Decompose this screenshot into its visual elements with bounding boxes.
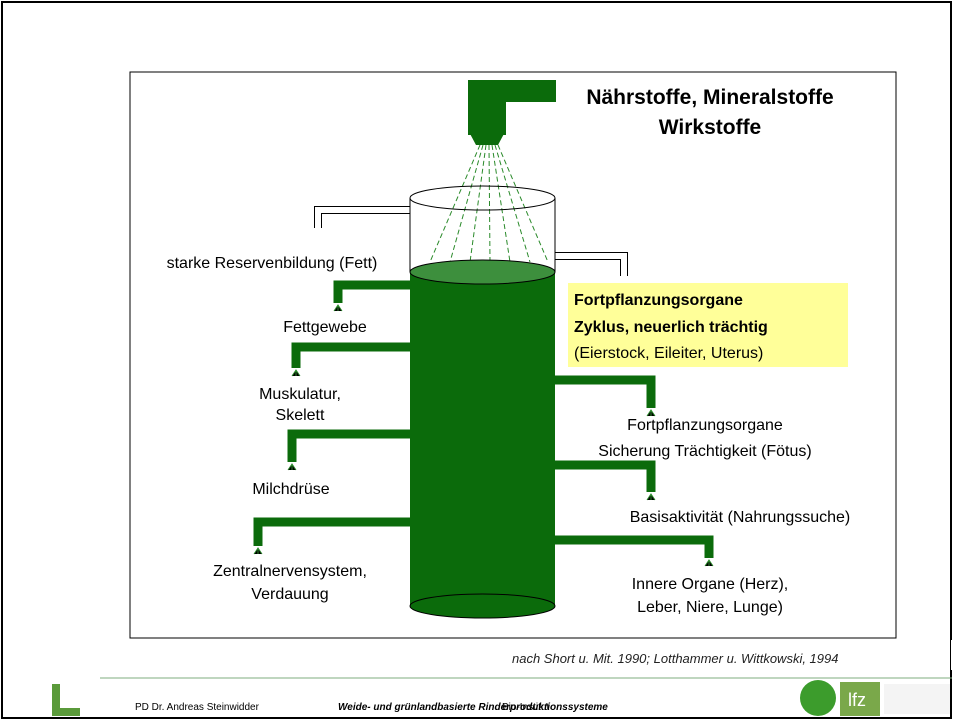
- output-label: Skelett: [276, 407, 325, 424]
- highlight-box: [568, 283, 848, 367]
- output-label: Innere Organe (Herz),: [632, 576, 789, 593]
- output-label: Fettgewebe: [283, 319, 367, 336]
- output-label: Muskulatur,: [259, 386, 341, 403]
- overflow-pipe-inner: [315, 207, 410, 228]
- funnel: [468, 80, 556, 145]
- overflow-pipe-inner: [555, 253, 627, 276]
- highlight-label: (Eierstock, Eileiter, Uterus): [574, 345, 763, 362]
- title-line: Nährstoffe, Mineralstoffe: [586, 86, 833, 109]
- output-label: Milchdrüse: [252, 481, 329, 498]
- lfz-logo-text: lfz: [848, 690, 866, 710]
- output-label: Basisaktivität (Nahrungssuche): [630, 509, 851, 526]
- output-label: Zentralnervensystem,: [213, 563, 367, 580]
- citation: nach Short u. Mit. 1990; Lotthammer u. W…: [512, 651, 838, 666]
- drip-marks: [253, 304, 714, 567]
- lfz-logo: [800, 680, 950, 716]
- spray-lines: [429, 144, 549, 263]
- footer-institute: Bio-Institut: [502, 702, 549, 713]
- output-label: starke Reservenbildung (Fett): [167, 255, 378, 272]
- output-label: Leber, Niere, Lunge): [637, 599, 783, 616]
- left-logo: [52, 684, 80, 716]
- cylinder: [409, 185, 556, 619]
- highlight-label: Zyklus, neuerlich trächtig: [574, 319, 768, 336]
- output-label: Verdauung: [251, 586, 328, 603]
- footer-course: Weide- und grünlandbasierte Rinderproduk…: [338, 702, 608, 713]
- clip-mask: [951, 640, 954, 670]
- footer-author: PD Dr. Andreas Steinwidder: [135, 702, 260, 713]
- output-label: Sicherung Trächtigkeit (Fötus): [598, 443, 811, 460]
- output-label: Fortpflanzungsorgane: [627, 417, 783, 434]
- highlight-label: Fortpflanzungsorgane: [574, 292, 743, 309]
- output-pipes: [253, 280, 714, 558]
- title-line: Wirkstoffe: [659, 116, 762, 139]
